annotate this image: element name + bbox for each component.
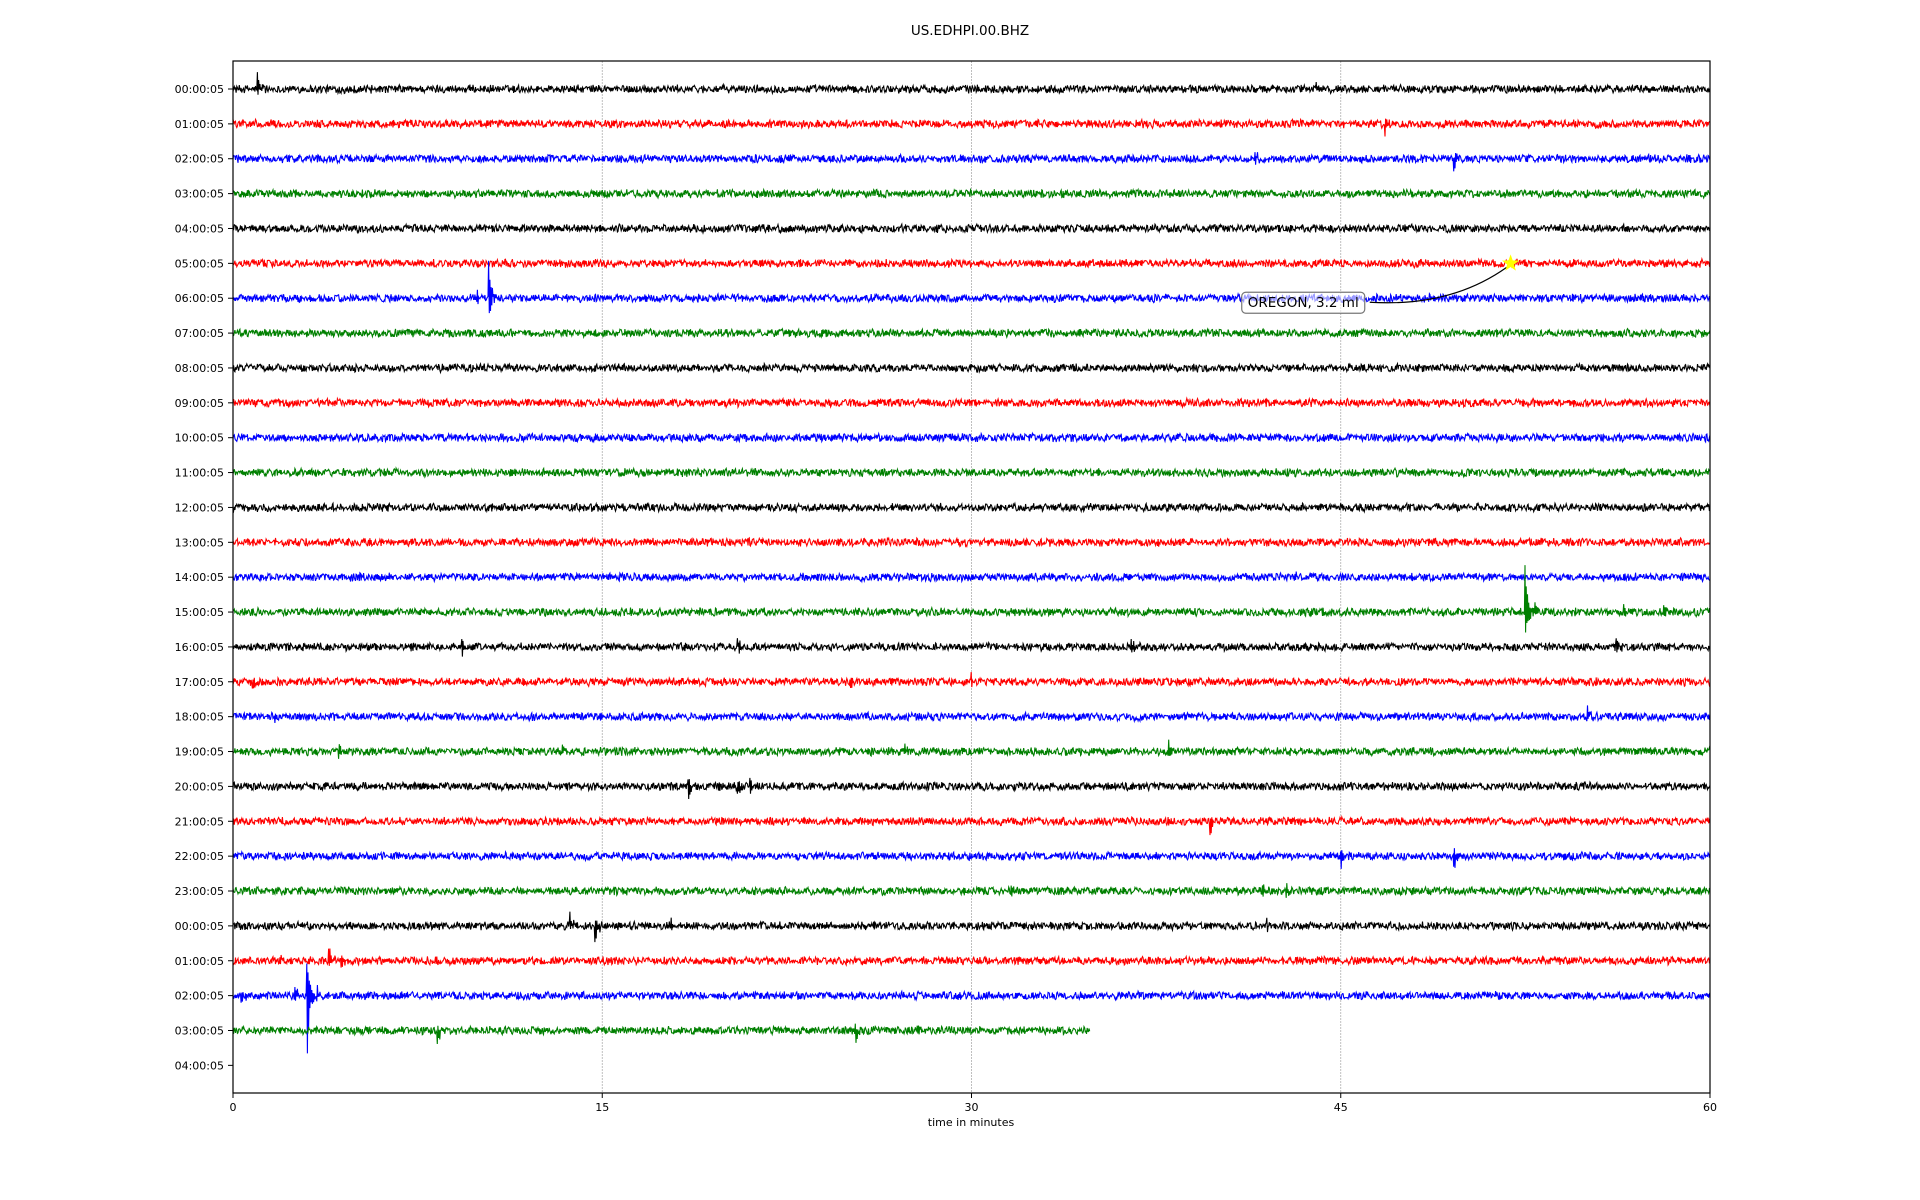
y-tick-label: 00:00:05	[175, 920, 224, 933]
annotation-label: OREGON, 3.2 ml	[1248, 295, 1359, 311]
annotation-arrow	[1369, 266, 1507, 304]
y-tick-label: 06:00:05	[175, 292, 224, 305]
y-tick-label: 05:00:05	[175, 257, 224, 270]
x-axis-label: time in minutes	[928, 1116, 1015, 1129]
event-annotation: OREGON, 3.2 ml	[1241, 254, 1520, 314]
y-tick-label: 02:00:05	[175, 990, 224, 1003]
x-tick-label: 30	[965, 1101, 979, 1114]
trace-row-0	[232, 72, 1711, 96]
y-tick-label: 07:00:05	[175, 327, 224, 340]
y-tick-label: 13:00:05	[175, 536, 224, 549]
trace-row-25	[232, 948, 1711, 968]
trace-row-11	[232, 466, 1711, 479]
y-tick-label: 08:00:05	[175, 362, 224, 375]
y-tick-label: 03:00:05	[175, 1024, 224, 1037]
trace-row-10	[232, 431, 1711, 445]
y-tick-label: 17:00:05	[175, 676, 224, 689]
trace-row-13	[232, 536, 1711, 549]
trace-row-14	[232, 571, 1711, 584]
star-icon	[1502, 254, 1520, 271]
trace-row-3	[232, 187, 1711, 200]
trace-row-18	[232, 705, 1711, 724]
trace-row-19	[232, 739, 1711, 759]
y-axis: 00:00:05 01:00:05 02:00:05 03:00:05 04:00:05…	[175, 83, 233, 1072]
chart-title: US.EDHPI.00.BHZ	[911, 23, 1029, 39]
y-tick-label: 16:00:05	[175, 641, 224, 654]
y-tick-label: 21:00:05	[175, 815, 224, 828]
x-tick-label: 15	[595, 1101, 609, 1114]
y-tick-label: 15:00:05	[175, 606, 224, 619]
trace-row-8	[232, 361, 1711, 375]
y-tick-label: 04:00:05	[175, 222, 224, 235]
y-tick-label: 09:00:05	[175, 397, 224, 410]
y-tick-label: 10:00:05	[175, 432, 224, 445]
trace-row-24	[232, 911, 1711, 943]
trace-row-9	[232, 396, 1711, 410]
x-tick-label: 0	[230, 1101, 237, 1114]
trace-row-4	[233, 222, 1711, 235]
trace-row-21	[232, 814, 1711, 836]
y-tick-label: 22:00:05	[175, 850, 224, 863]
annotation-box	[1241, 291, 1366, 314]
trace-row-17	[232, 671, 1711, 689]
trace-row-16	[232, 638, 1711, 657]
y-tick-label: 03:00:05	[175, 188, 224, 201]
trace-row-22	[232, 848, 1711, 869]
trace-row-5	[232, 256, 1711, 270]
y-tick-label: 12:00:05	[175, 501, 224, 514]
traces	[232, 72, 1711, 1054]
y-tick-label: 02:00:05	[175, 153, 224, 166]
y-tick-label: 04:00:05	[175, 1059, 224, 1072]
trace-row-1	[232, 117, 1711, 137]
trace-row-12	[232, 501, 1711, 514]
y-tick-label: 01:00:05	[175, 118, 224, 131]
y-tick-label: 19:00:05	[175, 746, 224, 759]
trace-row-2	[232, 152, 1710, 172]
y-tick-label: 23:00:05	[175, 885, 224, 898]
trace-row-23	[232, 883, 1711, 898]
trace-row-7	[232, 327, 1711, 340]
trace-row-15	[232, 565, 1711, 633]
trace-row-6	[232, 260, 1711, 314]
y-tick-label: 18:00:05	[175, 711, 224, 724]
y-tick-label: 20:00:05	[175, 780, 224, 793]
y-tick-label: 01:00:05	[175, 955, 224, 968]
y-tick-label: 11:00:05	[175, 467, 224, 480]
trace-row-26	[232, 963, 1711, 1054]
trace-row-20	[232, 777, 1711, 800]
x-axis: 0 15 30 45 60	[230, 1093, 1717, 1114]
x-tick-label: 45	[1334, 1101, 1348, 1114]
y-tick-label: 00:00:05	[175, 83, 224, 96]
trace-row-27	[232, 1023, 1091, 1045]
x-tick-label: 60	[1703, 1101, 1717, 1114]
y-tick-label: 14:00:05	[175, 571, 224, 584]
